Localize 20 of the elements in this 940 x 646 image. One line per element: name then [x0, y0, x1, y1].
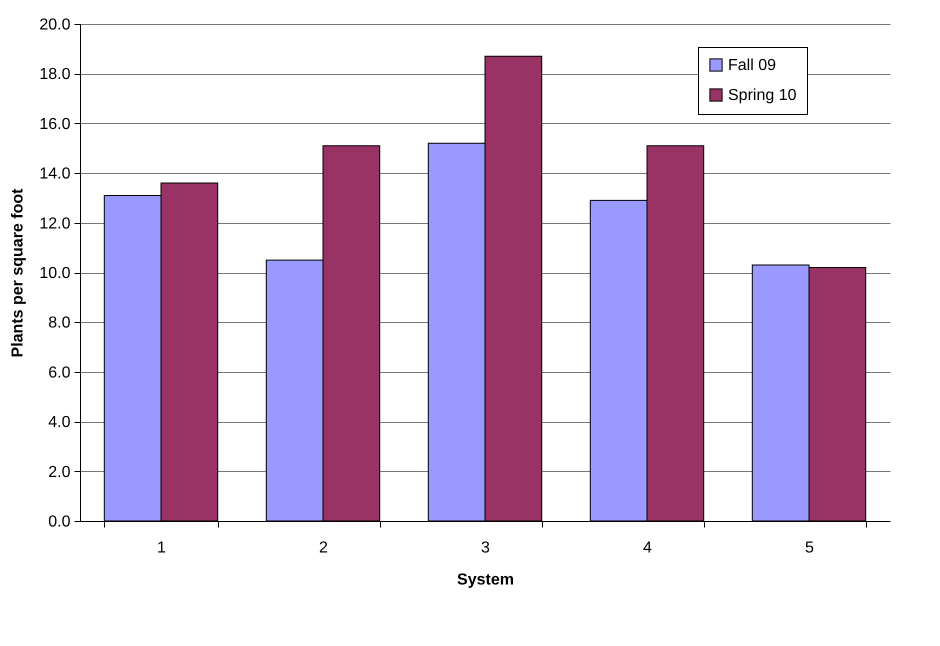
y-tick-label: 10.0 — [39, 265, 71, 282]
y-tick-label: 18.0 — [39, 66, 71, 84]
y-axis-title: Plants per square foot — [9, 188, 26, 358]
x-tick-label: 5 — [805, 540, 814, 556]
y-tick-label: 2.0 — [48, 464, 71, 481]
y-tick-label: 6.0 — [48, 364, 71, 382]
y-tick-label: 14.0 — [39, 166, 71, 183]
x-tick-label: 4 — [643, 540, 652, 556]
y-tick-label: 8.0 — [48, 314, 71, 332]
x-tick-label: 2 — [319, 540, 328, 556]
y-tick-label: 16.0 — [39, 116, 71, 133]
y-tick-label: 0.0 — [48, 514, 71, 530]
x-axis-title: System — [457, 572, 514, 588]
y-tick-label: 12.0 — [39, 215, 71, 232]
x-tick-label: 3 — [481, 540, 490, 556]
y-tick-label: 20.0 — [39, 16, 71, 34]
y-tick-label: 4.0 — [48, 414, 71, 432]
x-tick-label: 1 — [157, 540, 166, 556]
legend-label: Fall 09 — [728, 57, 776, 74]
legend-label: Spring 10 — [728, 87, 797, 104]
